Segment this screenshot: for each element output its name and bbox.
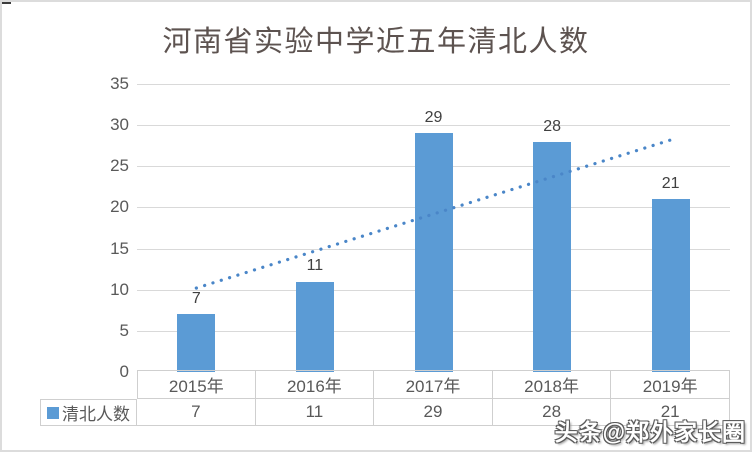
trendline xyxy=(194,138,673,290)
table-header-2018年: 2018年 xyxy=(492,370,612,399)
table-header-2015年: 2015年 xyxy=(137,370,256,399)
watermark: 头条@郑外家长圈 xyxy=(554,419,746,445)
corner-artifact xyxy=(2,2,11,4)
bar-2018年 xyxy=(533,141,572,372)
y-tick-label-20: 20 xyxy=(110,197,129,217)
y-tick-label-25: 25 xyxy=(110,156,129,176)
gridline-35 xyxy=(137,84,730,85)
data-label-2018年: 28 xyxy=(543,117,561,135)
y-tick-label-10: 10 xyxy=(110,279,129,299)
y-tick-label-35: 35 xyxy=(110,74,129,93)
legend-swatch-icon xyxy=(47,406,59,419)
chart-title: 河南省实验中学近五年清北人数 xyxy=(162,26,590,58)
table-header-2016年: 2016年 xyxy=(255,370,375,399)
data-label-2017年: 29 xyxy=(424,109,443,127)
bar-2019年 xyxy=(651,199,690,372)
bar-2017年 xyxy=(414,133,453,372)
legend-cell: 清北人数 xyxy=(40,399,137,426)
y-tick-label-15: 15 xyxy=(110,238,129,258)
data-label-2019年: 21 xyxy=(661,175,680,193)
plot-area: 7 11 29 28 21 xyxy=(137,84,730,372)
y-tick-label-30: 30 xyxy=(110,115,129,135)
y-tick-label-0: 0 xyxy=(119,362,129,381)
table-value-2017年: 29 xyxy=(374,399,493,426)
data-label-2015年: 7 xyxy=(191,290,201,308)
table-value-2018年: 28 xyxy=(492,399,612,426)
bar-2016年 xyxy=(295,281,334,372)
data-table: 2015年 2016年 2017年 2018年 2019年清北人数 7 11 29 28 21 xyxy=(40,370,730,426)
gridline-30 xyxy=(137,125,730,127)
table-header-2019年: 2019年 xyxy=(611,370,730,399)
legend-label: 清北人数 xyxy=(62,405,130,424)
table-value-2016年: 11 xyxy=(255,399,375,426)
table-value-2015年: 7 xyxy=(137,399,256,426)
y-tick-label-5: 5 xyxy=(119,320,129,340)
data-label-2016年: 11 xyxy=(306,257,324,275)
table-header-2017年: 2017年 xyxy=(374,370,493,399)
trendline-line xyxy=(194,138,673,290)
table-value-2019年: 21 xyxy=(611,399,730,426)
table-corner-empty xyxy=(40,370,137,399)
bar-2015年 xyxy=(177,314,216,372)
